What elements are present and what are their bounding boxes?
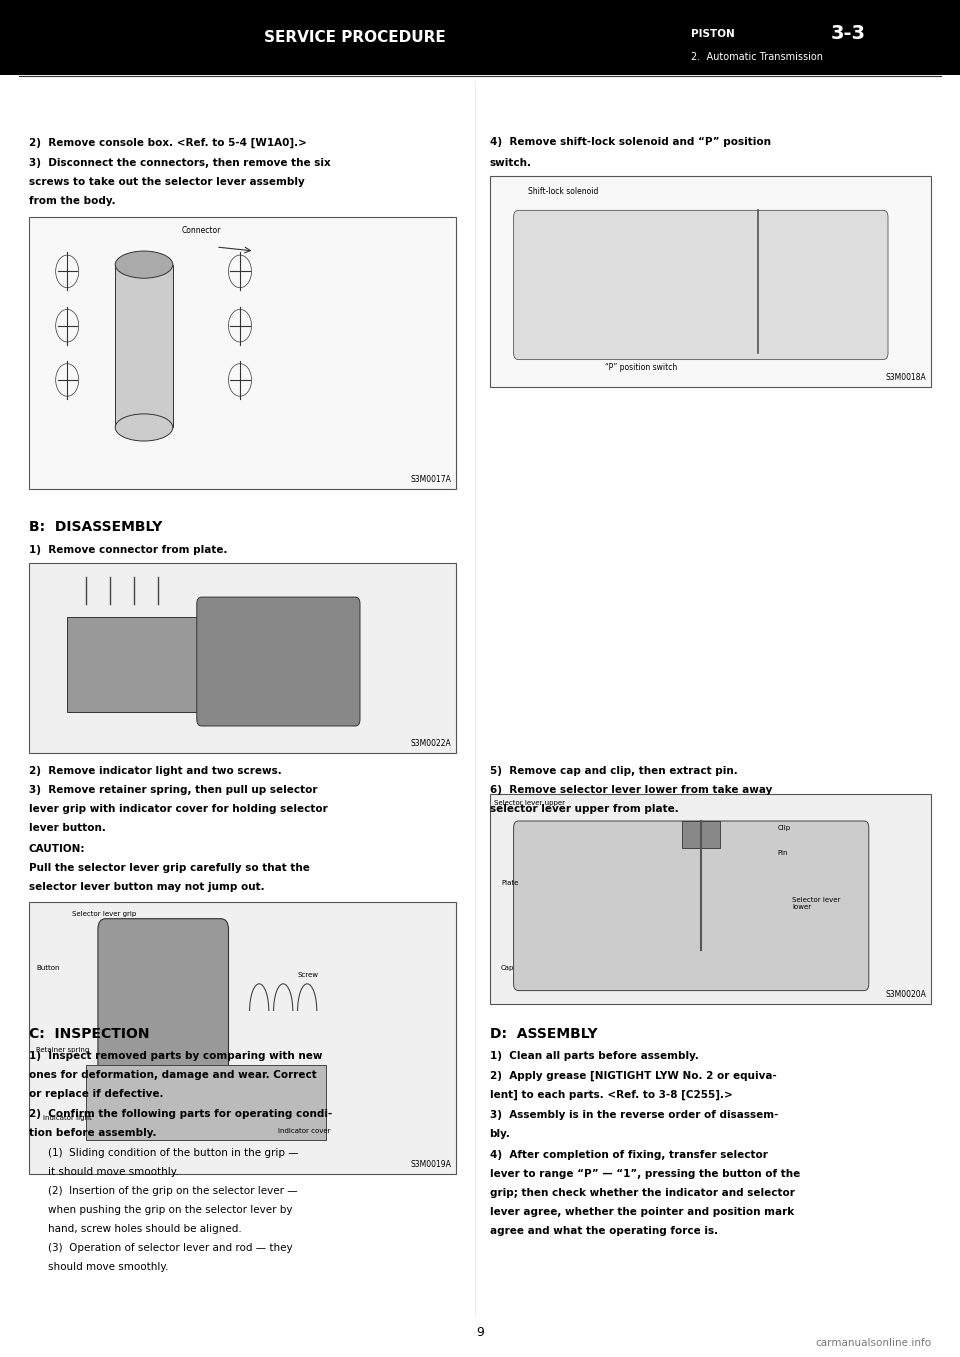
Text: agree and what the operating force is.: agree and what the operating force is.: [490, 1225, 718, 1236]
Text: lever button.: lever button.: [29, 822, 106, 833]
FancyBboxPatch shape: [197, 597, 360, 726]
Bar: [0, 0, 960, 75]
Text: (3)  Operation of selector lever and rod — they: (3) Operation of selector lever and rod …: [48, 1243, 293, 1254]
Text: C:  INSPECTION: C: INSPECTION: [29, 1027, 150, 1041]
Text: carmanualsonline.info: carmanualsonline.info: [815, 1338, 931, 1349]
Text: from the body.: from the body.: [29, 195, 115, 206]
Text: tion before assembly.: tion before assembly.: [29, 1128, 156, 1139]
Text: lever agree, whether the pointer and position mark: lever agree, whether the pointer and pos…: [490, 1206, 794, 1217]
Text: “P” position switch: “P” position switch: [605, 364, 677, 372]
Text: Indicator cover: Indicator cover: [278, 1128, 331, 1134]
Text: Screw: Screw: [298, 972, 319, 978]
Ellipse shape: [115, 414, 173, 441]
Bar: [67, 617, 202, 712]
Text: 3)  Assembly is in the reverse order of disassem-: 3) Assembly is in the reverse order of d…: [490, 1110, 778, 1121]
Text: Pull the selector lever grip carefully so that the: Pull the selector lever grip carefully s…: [29, 863, 310, 874]
Bar: [682, 821, 720, 848]
Text: 4)  After completion of fixing, transfer selector: 4) After completion of fixing, transfer …: [490, 1149, 767, 1160]
Text: Selector lever grip: Selector lever grip: [72, 911, 136, 917]
Text: S3M0022A: S3M0022A: [411, 740, 451, 748]
Text: 9: 9: [476, 1326, 484, 1339]
Text: S3M0018A: S3M0018A: [886, 373, 926, 381]
Bar: [86, 1065, 326, 1140]
Text: should move smoothly.: should move smoothly.: [48, 1262, 168, 1273]
Text: screws to take out the selector lever assembly: screws to take out the selector lever as…: [29, 176, 304, 187]
FancyBboxPatch shape: [514, 210, 888, 360]
Text: it should move smoothly.: it should move smoothly.: [48, 1167, 179, 1178]
Text: 5)  Remove cap and clip, then extract pin.: 5) Remove cap and clip, then extract pin…: [490, 765, 737, 776]
Text: (1)  Sliding condition of the button in the grip —: (1) Sliding condition of the button in t…: [48, 1148, 299, 1159]
Text: 3-3: 3-3: [830, 24, 865, 43]
Text: bly.: bly.: [490, 1129, 511, 1140]
Text: hand, screw holes should be aligned.: hand, screw holes should be aligned.: [48, 1224, 242, 1235]
Text: Pin: Pin: [778, 849, 788, 856]
Text: Plate: Plate: [501, 879, 518, 886]
Text: Button: Button: [36, 965, 60, 972]
Text: ones for deformation, damage and wear. Correct: ones for deformation, damage and wear. C…: [29, 1069, 317, 1080]
Text: Clip: Clip: [778, 825, 791, 832]
Ellipse shape: [115, 251, 173, 278]
Bar: [29, 902, 456, 1174]
Text: selector lever upper from plate.: selector lever upper from plate.: [490, 803, 679, 814]
Bar: [29, 217, 456, 489]
Text: Selector lever
lower: Selector lever lower: [792, 897, 840, 911]
Text: selector lever button may not jump out.: selector lever button may not jump out.: [29, 882, 264, 893]
Text: switch.: switch.: [490, 157, 532, 168]
Text: S3M0019A: S3M0019A: [410, 1160, 451, 1168]
Text: lent] to each parts. <Ref. to 3-8 [C255].>: lent] to each parts. <Ref. to 3-8 [C255]…: [490, 1090, 732, 1101]
Text: 2)  Apply grease [NIGTIGHT LYW No. 2 or equiva-: 2) Apply grease [NIGTIGHT LYW No. 2 or e…: [490, 1071, 777, 1082]
Text: 1)  Clean all parts before assembly.: 1) Clean all parts before assembly.: [490, 1050, 699, 1061]
Text: 1)  Remove connector from plate.: 1) Remove connector from plate.: [29, 544, 228, 555]
Text: 2)  Remove indicator light and two screws.: 2) Remove indicator light and two screws…: [29, 765, 281, 776]
Bar: [490, 176, 931, 387]
Text: Shift-lock solenoid: Shift-lock solenoid: [528, 187, 598, 195]
Text: lever grip with indicator cover for holding selector: lever grip with indicator cover for hold…: [29, 803, 327, 814]
Text: Connector: Connector: [181, 227, 222, 235]
Text: 1)  Inspect removed parts by comparing with new: 1) Inspect removed parts by comparing wi…: [29, 1050, 323, 1061]
Text: 3)  Disconnect the connectors, then remove the six: 3) Disconnect the connectors, then remov…: [29, 157, 330, 168]
Text: 6)  Remove selector lever lower from take away: 6) Remove selector lever lower from take…: [490, 784, 772, 795]
Text: grip; then check whether the indicator and selector: grip; then check whether the indicator a…: [490, 1187, 795, 1198]
Text: Cap: Cap: [501, 965, 515, 972]
Text: 2.  Automatic Transmission: 2. Automatic Transmission: [691, 52, 823, 62]
Text: CAUTION:: CAUTION:: [29, 844, 85, 855]
Text: (2)  Insertion of the grip on the selector lever —: (2) Insertion of the grip on the selecto…: [48, 1186, 298, 1197]
Text: or replace if defective.: or replace if defective.: [29, 1088, 163, 1099]
Text: 3)  Remove retainer spring, then pull up selector: 3) Remove retainer spring, then pull up …: [29, 784, 318, 795]
Text: Selector lever upper: Selector lever upper: [494, 799, 565, 806]
Bar: [29, 563, 456, 753]
Bar: [115, 265, 173, 427]
Bar: [490, 794, 931, 1004]
Text: PISTON: PISTON: [691, 28, 735, 39]
Text: Indicator light: Indicator light: [43, 1114, 92, 1121]
Text: lever to range “P” — “1”, pressing the button of the: lever to range “P” — “1”, pressing the b…: [490, 1168, 800, 1179]
Text: 2)  Remove console box. <Ref. to 5-4 [W1A0].>: 2) Remove console box. <Ref. to 5-4 [W1A…: [29, 137, 306, 148]
Text: 4)  Remove shift-lock solenoid and “P” position: 4) Remove shift-lock solenoid and “P” po…: [490, 137, 771, 148]
Text: when pushing the grip on the selector lever by: when pushing the grip on the selector le…: [48, 1205, 293, 1216]
Text: Retainer spring: Retainer spring: [36, 1046, 89, 1053]
FancyBboxPatch shape: [514, 821, 869, 991]
Text: S3M0017A: S3M0017A: [410, 475, 451, 483]
Text: D:  ASSEMBLY: D: ASSEMBLY: [490, 1027, 597, 1041]
FancyBboxPatch shape: [98, 919, 228, 1076]
Text: S3M0020A: S3M0020A: [885, 991, 926, 999]
Text: B:  DISASSEMBLY: B: DISASSEMBLY: [29, 520, 162, 533]
Text: 2)  Confirm the following parts for operating condi-: 2) Confirm the following parts for opera…: [29, 1109, 332, 1120]
Text: SERVICE PROCEDURE: SERVICE PROCEDURE: [264, 30, 446, 46]
